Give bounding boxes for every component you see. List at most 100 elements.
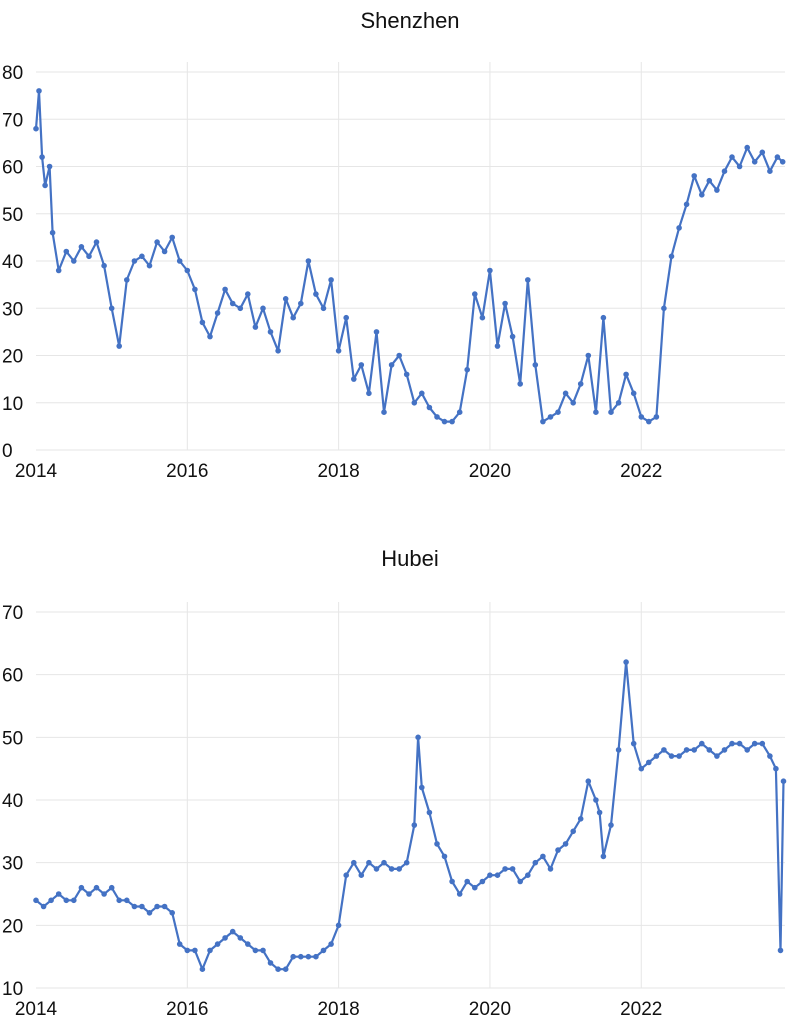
data-point [252,324,259,330]
data-point [547,414,554,420]
data-point [645,418,652,425]
y-tick-label: 20 [2,347,23,368]
data-point [373,866,380,872]
data-point [456,891,463,897]
data-point [441,853,448,860]
data-point [328,277,334,283]
data-point [596,809,603,816]
data-point [555,409,561,416]
data-point [698,740,705,747]
data-point [78,244,85,250]
y-tick-label: 30 [2,299,23,320]
data-point [653,753,660,759]
data-point [479,314,486,321]
data-point [759,740,766,747]
data-point [297,953,304,960]
data-point [570,399,576,406]
tick-labels-hubei: 10 20 30 40 50 60 70 2014 2016 2018 2020 2022 [2,603,662,1020]
data-point [46,163,53,170]
data-point [540,853,546,860]
data-point [176,258,183,264]
data-point [608,822,614,828]
data-point [676,753,682,759]
data-point [39,154,45,160]
data-point [154,239,160,245]
data-point [645,759,652,766]
data-point [721,747,728,753]
data-point [214,310,221,316]
data-point [449,418,455,425]
data-point [683,201,690,208]
data-point [33,897,39,904]
x-tick-label: 2014 [15,999,58,1020]
data-point [509,866,516,872]
data-point [282,966,289,972]
data-point [154,903,160,910]
chart-title-shenzhen: Shenzhen [360,8,459,33]
data-point [260,947,266,954]
data-point [229,300,236,307]
data-point [313,953,319,960]
y-tick-label: 70 [2,603,23,624]
data-point [63,248,70,255]
chart-title-hubei: Hubei [381,546,438,571]
data-point [608,409,614,416]
data-point [593,797,599,803]
data-point [131,258,138,264]
data-point [116,897,122,904]
data-point [290,314,297,321]
data-point [623,659,629,665]
gridlines-shenzhen [36,62,785,451]
data-point [388,362,395,368]
data-point [714,187,720,193]
x-tick-label: 2016 [166,461,208,482]
data-point [759,149,766,156]
data-point [403,371,410,378]
data-point [418,784,425,791]
data-point [555,847,561,853]
data-point [222,286,228,293]
data-point [562,390,569,397]
data-point [751,740,758,747]
data-point [751,159,758,165]
data-point [275,347,281,354]
data-point [48,897,54,904]
data-point [449,878,455,885]
data-point [683,747,690,753]
data-point [411,822,418,828]
data-point [698,192,705,198]
data-point [585,778,592,784]
data-point [199,966,206,972]
data-point [237,935,244,941]
data-point [668,753,675,759]
tick-labels-shenzhen: 0 10 20 30 40 50 60 70 80 2014 2016 2018 2020 2022 [2,63,662,482]
data-point [464,878,471,885]
data-point [366,859,372,866]
data-point [245,291,251,297]
data-point [396,866,403,872]
data-point [297,300,304,307]
data-point [222,935,228,941]
data-point [335,347,342,354]
y-tick-label: 10 [2,979,23,1000]
data-point [593,409,599,416]
data-point [767,753,773,759]
data-point [146,909,153,916]
data-point [434,414,440,420]
data-point [456,409,463,416]
data-point [532,859,539,866]
data-point [282,295,289,302]
data-point [630,390,637,397]
data-point [767,168,773,175]
data-point [773,765,779,772]
data-point [532,362,539,368]
data-point [774,154,781,160]
data-point [192,286,198,293]
data-point [116,343,122,349]
y-tick-label: 50 [2,728,23,749]
data-point [169,909,176,916]
data-point [600,853,607,860]
data-point [267,960,274,966]
y-tick-label: 60 [2,158,23,179]
data-point [328,941,334,947]
